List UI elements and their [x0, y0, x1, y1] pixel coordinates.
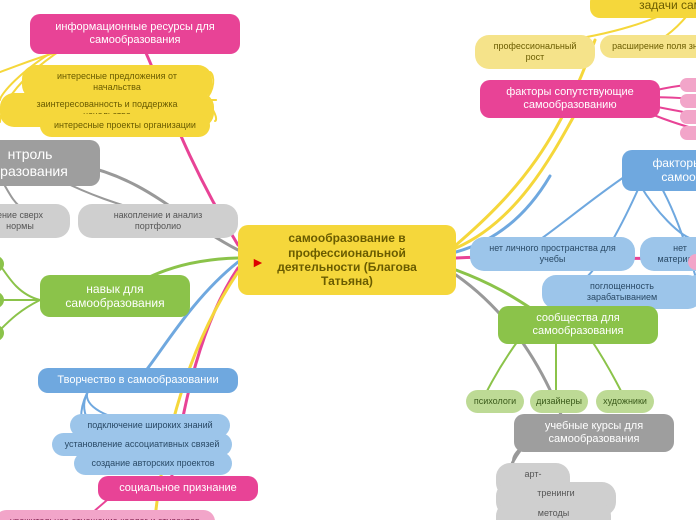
node-fg-2 — [680, 94, 696, 108]
node-tasks: задачи самообраз — [590, 0, 696, 18]
node-green-leaf2 — [0, 292, 4, 308]
node-green-leaf1 — [0, 256, 4, 272]
node-author-proj: создание авторских проектов — [74, 452, 232, 475]
node-fg-4 — [680, 126, 696, 140]
node-no-space: нет личного пространства для учебы — [470, 237, 635, 271]
mindmap-canvas: { "background_color": "#ffffff", "centra… — [0, 0, 696, 520]
node-green-leaf3 — [0, 325, 4, 341]
node-expand: расширение поля знаний — [600, 35, 696, 58]
node-social: социальное признание — [98, 476, 258, 501]
node-psychother: методы психотерапии — [496, 502, 611, 520]
node-factors-good: факторы сопутствующие самообразованию — [480, 80, 660, 118]
node-fg-1 — [680, 78, 696, 92]
node-portfolio: накопление и анализ портфолио — [78, 204, 238, 238]
node-no-material: нет материаль — [640, 237, 696, 271]
node-skill: навык для самообразования — [40, 275, 190, 317]
node-design: дизайнеры — [530, 390, 588, 413]
node-info-resources: информационные ресурсы для самообразован… — [30, 14, 240, 54]
node-psych: психологи — [466, 390, 524, 413]
node-projects: интересные проекты организации — [40, 114, 210, 137]
node-courses: учебные курсы для самообразования — [514, 414, 674, 452]
node-earning: поглощенность зарабатыванием — [542, 275, 696, 309]
node-artists: художники — [596, 390, 654, 413]
node-control: нтроль бразования — [0, 140, 100, 186]
node-overnorm: ение сверх нормы — [0, 204, 70, 238]
node-communities: сообщества для самообразования — [498, 306, 658, 344]
node-factors-bad: факторы п самооб — [622, 150, 696, 191]
node-prof-growth: профессиональный рост — [475, 35, 595, 69]
node-respect: уважительное отношение коллег и студенто… — [0, 510, 215, 520]
node-fg-3 — [680, 110, 696, 124]
central-node: самообразование в профессиональной деяте… — [238, 225, 456, 295]
node-creativity: Творчество в самообразовании — [38, 368, 238, 393]
flag-icon: ► — [251, 254, 265, 270]
